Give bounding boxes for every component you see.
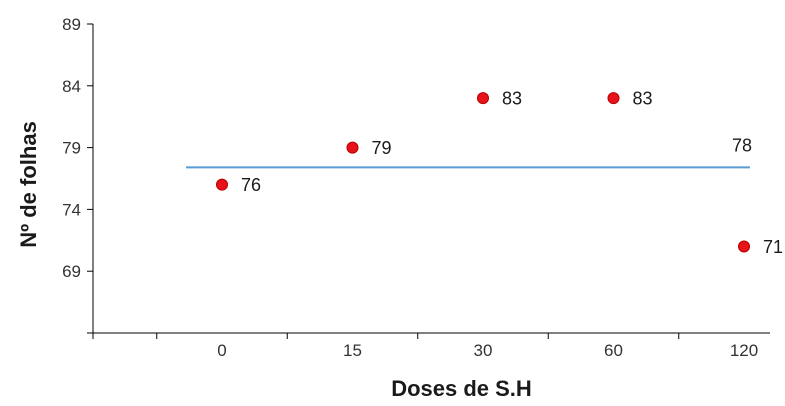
y-tick-label: 79 (62, 139, 81, 158)
data-point (607, 92, 620, 105)
y-tick-label: 84 (62, 77, 81, 96)
data-points (216, 92, 750, 253)
y-tick-label: 74 (62, 200, 81, 219)
data-point (216, 178, 228, 191)
x-axis-title: Doses de S.H (391, 376, 532, 401)
y-tick-label: 89 (62, 15, 81, 34)
y-tick-label: 69 (62, 262, 81, 281)
data-point (477, 92, 489, 105)
data-label: 83 (502, 89, 522, 109)
x-tick-label: 0 (217, 341, 226, 360)
data-point (738, 240, 750, 253)
data-label: 76 (241, 175, 261, 195)
data-labels: 76 79 83 83 71 (241, 89, 783, 257)
x-tick-label: 60 (604, 341, 623, 360)
x-tick-label: 30 (474, 341, 493, 360)
y-axis-title: Nº de folhas (16, 121, 41, 248)
data-label: 71 (763, 237, 783, 257)
reference-line-group: 78 (186, 135, 752, 169)
x-tick-label: 15 (343, 341, 362, 360)
data-label: 79 (372, 138, 392, 158)
x-tick-group: 0 15 30 60 120 (92, 333, 758, 360)
data-label: 83 (633, 89, 653, 109)
y-tick-group: 69 74 79 84 89 (62, 15, 93, 334)
x-tick-label: 120 (730, 341, 758, 360)
data-point (346, 141, 359, 154)
reference-line-label: 78 (732, 135, 752, 155)
